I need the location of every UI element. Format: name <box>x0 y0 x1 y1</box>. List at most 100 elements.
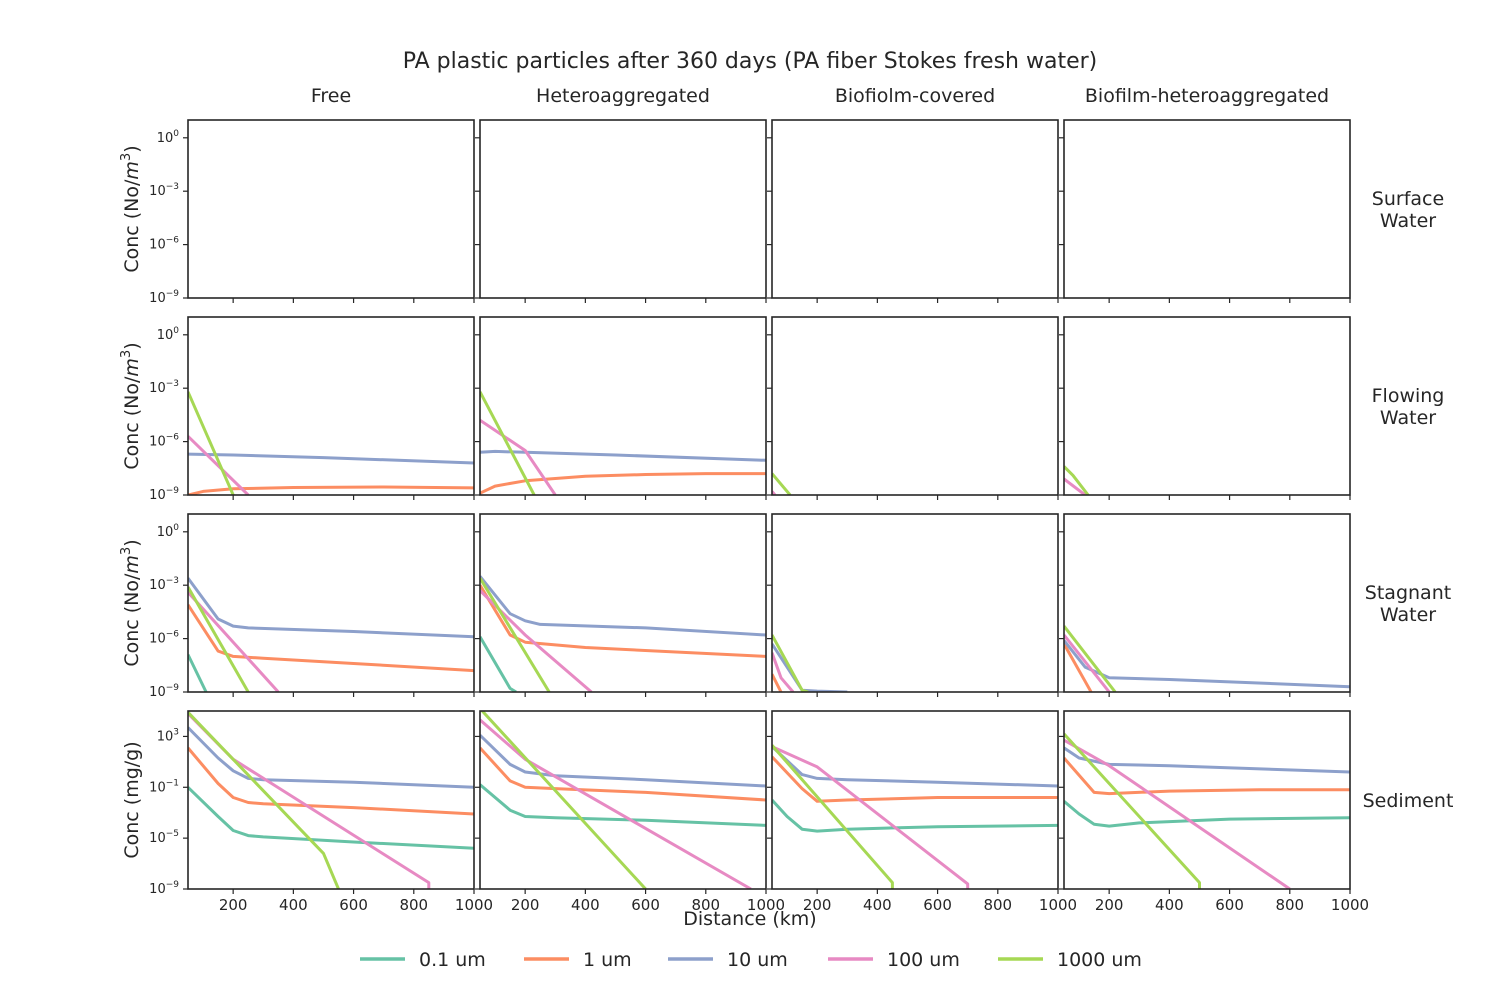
series-line-0-1-um-r4-c3 <box>772 798 1058 833</box>
x-tick-label: 600 <box>339 896 368 914</box>
x-tick-label: 1000 <box>747 896 785 914</box>
x-tick-label: 600 <box>923 896 952 914</box>
panel-frame <box>771 513 1059 693</box>
series-line-1000-um-r3-c1 <box>188 586 250 692</box>
series-line-10-um-r2-c1 <box>188 452 474 465</box>
y-tick-label: 10−3 <box>149 576 179 593</box>
panel-frame <box>479 316 767 496</box>
panel-r3-c1: 10−9 10−6 10−3 100 <box>149 513 475 700</box>
series-line-100-um-r2-c2 <box>480 418 557 495</box>
panel-r4-c4: 200 400 600 800 1000 <box>1059 710 1369 914</box>
series-line-1000-um-r2-c2 <box>480 391 536 495</box>
series-line-1000-um-r4-c1 <box>188 711 340 889</box>
legend-label: 100 um <box>887 949 960 971</box>
row-label-surface-water: Surface Water <box>1372 188 1444 232</box>
series-line-10-um-r3-c2 <box>480 575 766 637</box>
panel-r2-c2 <box>475 316 767 500</box>
panel-frame <box>187 119 475 299</box>
column-title-heteroaggregated: Heteroaggregated <box>536 85 710 107</box>
y-tick-label: 10−9 <box>149 683 179 700</box>
series-line-1-um-r3-c4 <box>1064 643 1093 692</box>
legend-label: 1000 um <box>1057 949 1142 971</box>
series-line-1-um-r4-c1 <box>188 746 474 816</box>
x-tick-label: 400 <box>279 896 308 914</box>
panel-frame <box>187 513 475 693</box>
panel-r4-c1: 200 400 600 800 1000 10−9 10−5 10−1 103 <box>149 710 493 914</box>
series-line-100-um-r2-c4 <box>1064 477 1087 495</box>
y-axis-label-row-1: Conc (No/m3) <box>119 145 143 272</box>
row-label-flowing-water: Flowing Water <box>1372 385 1445 429</box>
series-line-1000-um-r4-c2 <box>480 711 647 889</box>
panel-frame <box>1063 119 1351 299</box>
x-tick-label: 200 <box>803 896 832 914</box>
series-line-100-um-r4-c1 <box>188 712 431 889</box>
panel-r3-c3 <box>767 513 1059 697</box>
legend-label: 1 um <box>583 949 632 971</box>
panel-r1-c2 <box>475 119 767 303</box>
legend-item-100-um: 100 um <box>828 949 960 971</box>
series-line-1-um-r4-c4 <box>1064 757 1350 796</box>
series-line-1000-um-r4-c3 <box>772 744 894 889</box>
y-tick-label: 10−6 <box>149 630 179 647</box>
panel-frame <box>187 710 475 890</box>
legend-item-1000-um: 1000 um <box>998 949 1142 971</box>
column-title-free: Free <box>311 85 351 107</box>
panel-r2-c3 <box>767 316 1059 500</box>
legend-label: 0.1 um <box>419 949 486 971</box>
panel-r4-c3: 200 400 600 800 1000 <box>767 710 1077 914</box>
panel-frame <box>479 119 767 299</box>
x-tick-label: 400 <box>863 896 892 914</box>
y-tick-label: 10−5 <box>149 829 179 846</box>
panel-r2-c4 <box>1059 316 1351 500</box>
series-line-1000-um-r3-c4 <box>1064 625 1117 692</box>
row-label-sediment: Sediment <box>1363 790 1454 812</box>
x-tick-label: 800 <box>399 896 428 914</box>
panel-r1-c3 <box>767 119 1059 303</box>
series-line-100-um-r3-c4 <box>1064 634 1111 692</box>
series-line-0-1-um-r4-c4 <box>1064 800 1350 828</box>
panel-frame <box>479 710 767 890</box>
series-line-1-um-r4-c2 <box>480 746 766 802</box>
series-line-1000-um-r2-c1 <box>188 391 235 495</box>
series-line-1-um-r3-c3 <box>772 673 783 692</box>
series-line-1000-um-r3-c2 <box>480 577 551 692</box>
panel-grid: 10−910−610−310010−910−610−310010−910−610… <box>149 119 1369 914</box>
y-tick-label: 100 <box>157 523 180 540</box>
x-tick-label: 600 <box>631 896 660 914</box>
y-tick-label: 10−9 <box>149 486 179 503</box>
column-title-biofiolm-covered: Biofiolm-covered <box>835 85 995 107</box>
y-tick-label: 100 <box>157 326 180 343</box>
panel-frame <box>1063 710 1351 890</box>
series-line-1-um-r3-c2 <box>480 584 766 658</box>
y-tick-label: 10−6 <box>149 236 179 253</box>
x-tick-label: 600 <box>1215 896 1244 914</box>
x-tick-label: 800 <box>1275 896 1304 914</box>
series-line-100-um-r3-c1 <box>188 591 280 692</box>
y-tick-label: 10−3 <box>149 379 179 396</box>
series-line-1-um-r4-c3 <box>772 755 1058 803</box>
series-line-0-1-um-r4-c1 <box>188 786 474 850</box>
panel-frame <box>771 119 1059 299</box>
y-tick-label: 100 <box>157 129 180 146</box>
x-tick-label: 200 <box>511 896 540 914</box>
x-tick-label: 200 <box>1095 896 1124 914</box>
x-tick-label: 1000 <box>1331 896 1369 914</box>
panel-r3-c2 <box>475 513 767 697</box>
series-line-10-um-r4-c1 <box>188 726 474 789</box>
panel-r1-c4 <box>1059 119 1351 303</box>
y-tick-label: 10−1 <box>149 778 179 795</box>
series-line-0-1-um-r3-c2 <box>480 636 517 692</box>
figure-title: PA plastic particles after 360 days (PA … <box>403 49 1098 74</box>
y-tick-label: 103 <box>157 727 179 744</box>
y-axis-label-row-3: Conc (No/m3) <box>119 539 143 666</box>
x-tick-label: 400 <box>571 896 600 914</box>
y-axis-labels: Conc (No/m3) Conc (No/m3) Conc (No/m3) Conc… <box>119 145 143 858</box>
y-tick-label: 10−9 <box>149 289 179 306</box>
series-line-10-um-r2-c2 <box>480 449 766 462</box>
series-line-100-um-r4-c3 <box>772 745 970 889</box>
y-tick-label: 10−3 <box>149 182 179 199</box>
y-axis-label-row-4: Conc (mg/g) <box>121 741 143 858</box>
y-tick-label: 10−9 <box>149 880 179 897</box>
series-line-0-1-um-r3-c1 <box>188 653 208 692</box>
